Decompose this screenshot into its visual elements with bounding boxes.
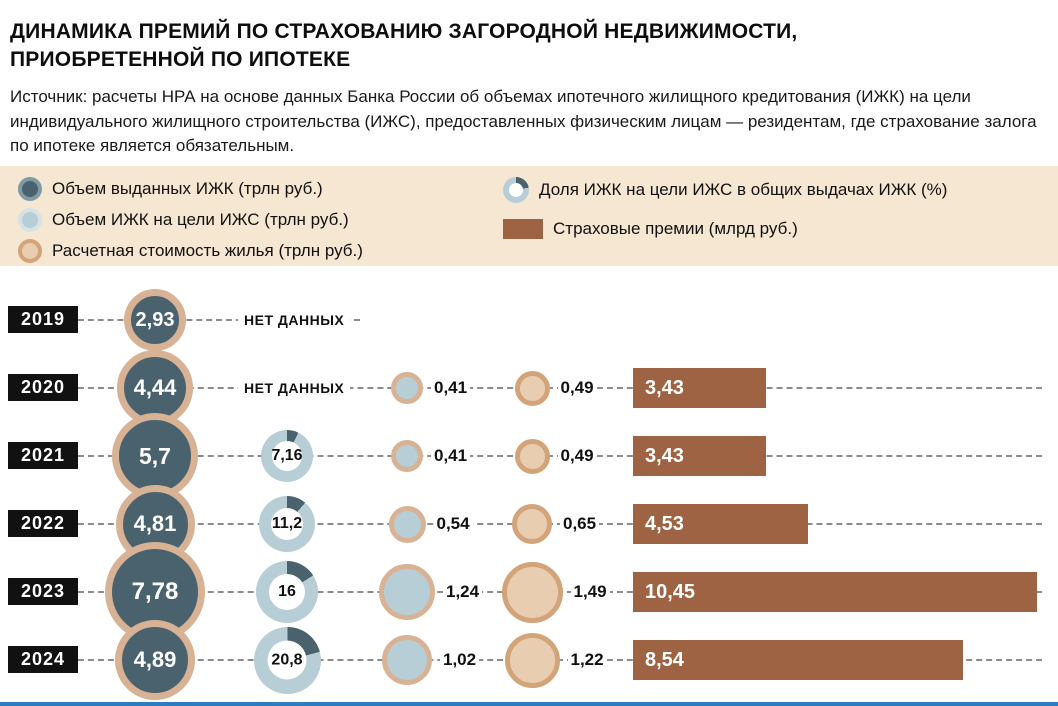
row-dash-line [78,659,1042,661]
no-data-label: НЕТ ДАННЫХ [238,377,351,399]
izs-volume-value: 0,54 [433,512,473,536]
housing-cost-circle [514,438,550,474]
housing-cost-value: 0,49 [557,444,597,468]
premium-bar: 10,45 [633,572,1037,612]
premium-value: 3,43 [645,376,684,399]
title-line-2: ПРИОБРЕТЕННОЙ ПО ИПОТЕКЕ [10,48,351,72]
izs-volume-circle [391,440,423,472]
donut-value: 20,8 [267,640,307,680]
year-label: 2021 [8,442,78,469]
izs-volume-value: 0,41 [431,444,471,468]
page-title: ДИНАМИКА ПРЕМИЙ ПО СТРАХОВАНИЮ ЗАГОРОДНО… [10,18,797,75]
housing-cost-value: 0,49 [557,376,597,400]
legend-label: Страховые премии (млрд руб.) [553,219,798,238]
premium-value: 3,43 [645,444,684,467]
izs-share-donut: 16 [256,561,318,623]
legend-label: Объем ИЖК на цели ИЖС (трлн руб.) [52,210,349,229]
year-label: 2023 [8,578,78,605]
housing-cost-circle [501,561,563,623]
legend-label: Объем выданных ИЖК (трлн руб.) [52,179,323,198]
izk-issued-circle: 7,78 [105,542,205,642]
legend: Объем выданных ИЖК (трлн руб.) Объем ИЖК… [0,166,1058,266]
legend-item-housing-cost: Расчетная стоимость жилья (трлн руб.) [18,239,363,263]
beige-circle-swatch-icon [18,239,42,263]
chart-area: 2019 2,93 НЕТ ДАННЫХ 2020 4,44 НЕТ ДАННЫХ 0,41… [0,278,1058,702]
source-note: Источник: расчеты НРА на основе данных Б… [10,87,1037,156]
housing-cost-circle [514,370,550,406]
light-blue-circle-swatch-icon [18,208,42,232]
donut-value: 11,2 [271,508,303,540]
housing-cost-circle [512,504,552,544]
title-line-1: ДИНАМИКА ПРЕМИЙ ПО СТРАХОВАНИЮ ЗАГОРОДНО… [10,20,798,44]
housing-cost-circle [504,632,560,688]
footer-rule [0,702,1058,706]
izs-share-donut: 11,2 [259,496,315,552]
premium-value: 8,54 [645,648,684,671]
izs-volume-value: 1,24 [443,580,483,604]
premium-bar: 8,54 [633,640,963,680]
legend-right-column: Доля ИЖК на цели ИЖС в общих выдачах ИЖК… [503,177,947,239]
izs-share-donut: 7,16 [261,430,313,482]
housing-cost-value: 1,22 [567,648,607,672]
izk-issued-circle: 2,93 [124,289,186,351]
row-dash-line [78,319,360,321]
year-label: 2022 [8,510,78,537]
dark-circle-swatch-icon [18,177,42,201]
izs-volume-circle [391,372,423,404]
legend-item-premiums: Страховые премии (млрд руб.) [503,219,947,239]
year-label: 2019 [8,306,78,333]
legend-label: Расчетная стоимость жилья (трлн руб.) [52,241,363,260]
premium-bar: 4,53 [633,504,808,544]
donut-hole [509,183,523,197]
year-label: 2024 [8,646,78,673]
premium-value: 4,53 [645,512,684,535]
brown-bar-swatch-icon [503,219,543,239]
legend-label: Доля ИЖК на цели ИЖС в общих выдачах ИЖК… [539,180,948,199]
legend-item-izs-share: Доля ИЖК на цели ИЖС в общих выдачах ИЖК… [503,177,947,203]
izs-volume-value: 1,02 [440,648,480,672]
donut-swatch-icon [503,177,529,203]
donut-value: 16 [269,574,305,610]
housing-cost-value: 1,49 [570,580,610,604]
premium-value: 10,45 [645,580,696,603]
no-data-label: НЕТ ДАННЫХ [238,309,351,331]
housing-cost-value: 0,65 [560,512,600,536]
premium-bar: 3,43 [633,436,766,476]
izk-issued-circle: 4,89 [115,620,195,700]
legend-item-issued-izk: Объем выданных ИЖК (трлн руб.) [18,177,363,201]
izs-volume-circle [382,635,432,685]
year-label: 2020 [8,374,78,401]
izs-volume-circle [379,564,435,620]
legend-item-izs-volume: Объем ИЖК на цели ИЖС (трлн руб.) [18,208,363,232]
izs-share-donut: 20,8 [253,626,321,694]
donut-value: 7,16 [271,441,303,471]
izs-volume-circle [388,505,426,543]
legend-left-column: Объем выданных ИЖК (трлн руб.) Объем ИЖК… [18,177,363,263]
premium-bar: 3,43 [633,368,766,408]
izs-volume-value: 0,41 [431,376,471,400]
